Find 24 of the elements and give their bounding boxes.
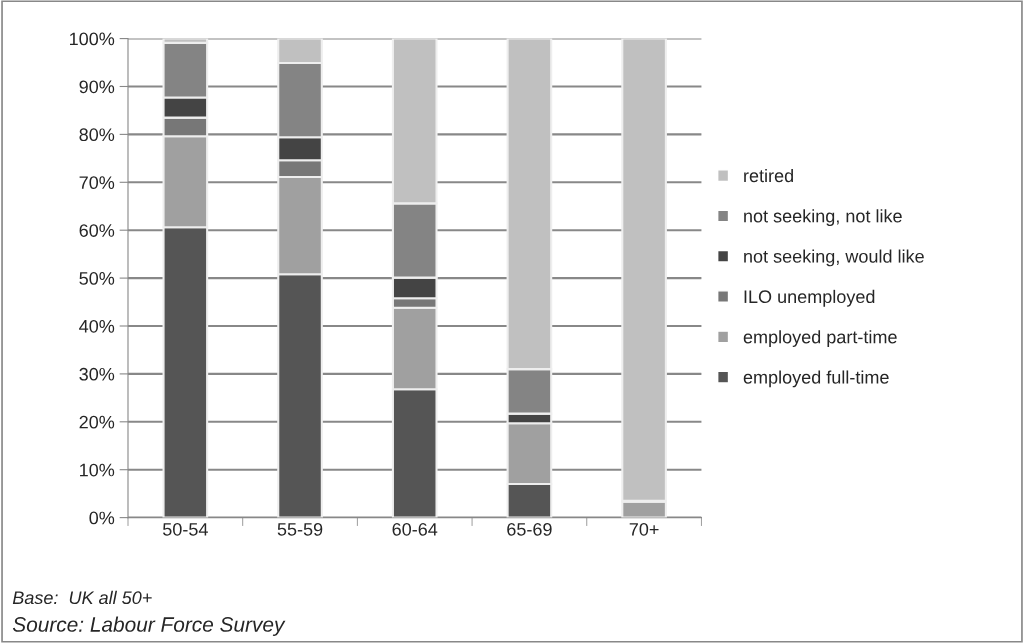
- y-tick-label: 30%: [79, 367, 115, 381]
- legend-label: not seeking, not like: [744, 209, 902, 227]
- y-tick-label: 60%: [79, 224, 115, 237]
- y-tick-label: 90%: [79, 80, 115, 94]
- legend-label: not seeking, would like: [744, 249, 924, 267]
- y-tick-label: 20%: [79, 415, 115, 429]
- legend-label: ILO unemployed: [744, 289, 875, 307]
- x-tick-label: 65-69: [507, 522, 552, 536]
- y-tick-label: 0%: [89, 511, 115, 525]
- text: Base: UK all 50+: [12, 590, 152, 605]
- y-tick-label: 80%: [79, 128, 115, 142]
- y-tick-label: 100%: [70, 32, 115, 46]
- x-tick-label: 60-64: [392, 522, 438, 536]
- x-tick-label: 70+: [629, 522, 659, 536]
- legend-label: retired: [744, 168, 793, 183]
- source-note: Source: Labour Force Survey: [12, 616, 286, 636]
- y-tick-label: 40%: [79, 319, 115, 333]
- legend-label: employed part-time: [743, 330, 897, 347]
- x-tick-label: 50-54: [162, 522, 208, 536]
- y-tick-label: 10%: [80, 463, 115, 477]
- y-tick-label: 50%: [79, 272, 115, 285]
- y-tick-label: 70%: [79, 176, 115, 190]
- x-tick-label: 55-59: [277, 522, 323, 536]
- legend-label: employed full-time: [743, 370, 889, 388]
